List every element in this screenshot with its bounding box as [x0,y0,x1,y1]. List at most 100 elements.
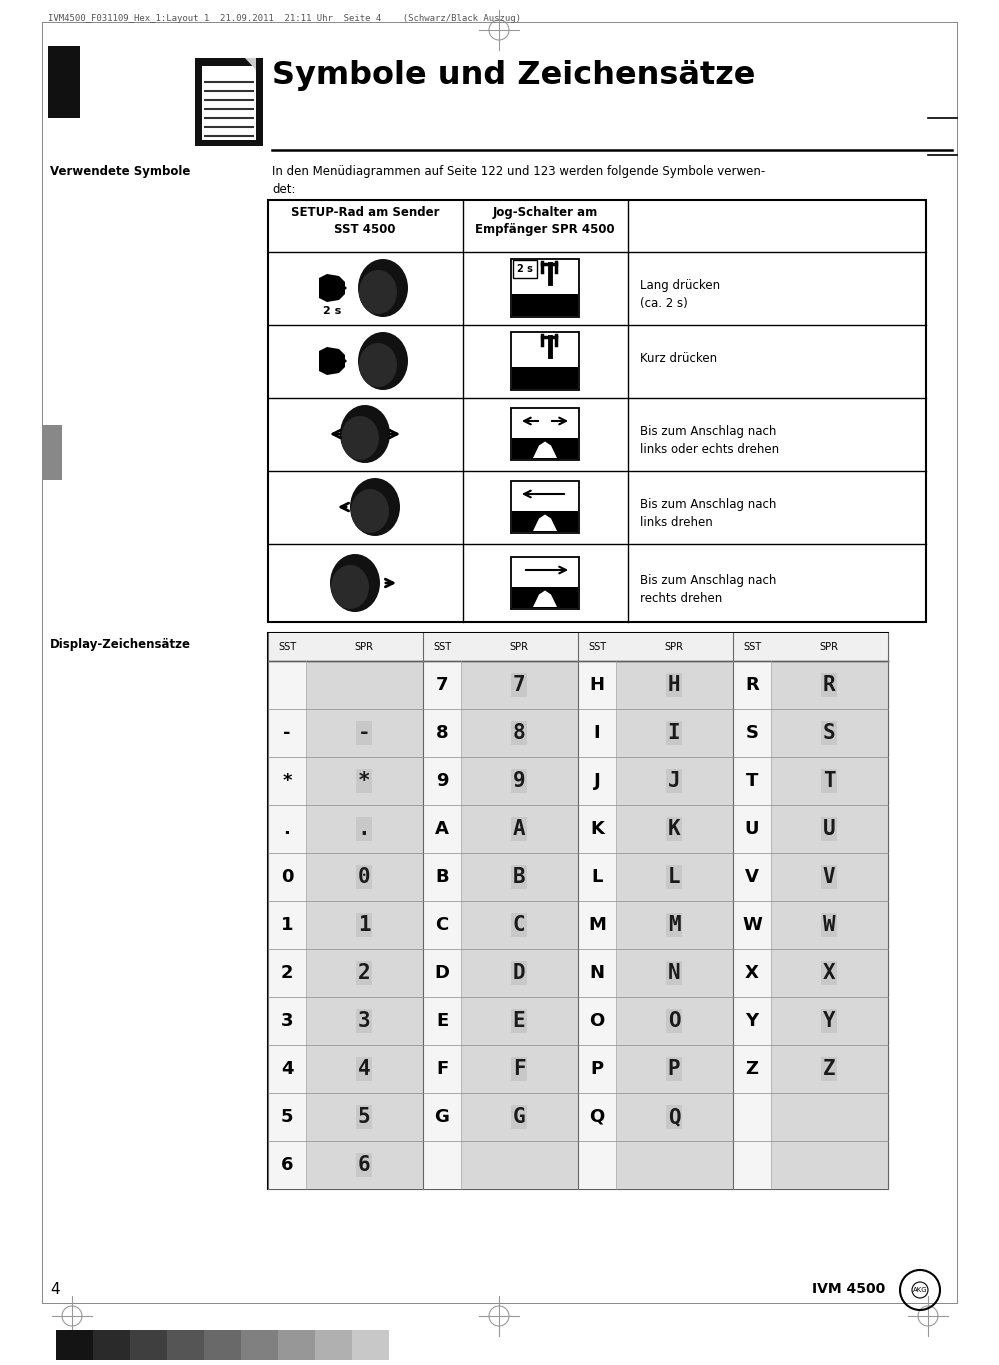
Bar [578,805,616,853]
Text: Y: Y [823,1011,835,1031]
Bar [306,853,423,901]
Bar [306,1093,423,1141]
Text: 0: 0 [281,868,294,886]
Text: Jog-Schalter am
Empfänger SPR 4500: Jog-Schalter am Empfänger SPR 4500 [476,206,614,236]
Text: 6: 6 [281,1156,294,1174]
Polygon shape [533,515,557,531]
Text: H: H [667,676,680,695]
Bar [268,996,306,1046]
Text: *: * [358,771,371,790]
Text: Lang drücken
(ca. 2 s): Lang drücken (ca. 2 s) [640,278,720,310]
Bar [461,805,578,853]
Text: .: . [358,819,371,839]
Bar [771,708,888,758]
Text: R: R [823,676,835,695]
Text: AKG: AKG [913,1287,927,1293]
Text: SPR: SPR [509,642,528,652]
Bar [202,66,256,141]
Bar [511,408,579,460]
Bar [423,996,461,1046]
Bar [268,1141,306,1189]
Bar [616,853,733,901]
Ellipse shape [340,405,390,463]
Text: W: W [742,916,762,934]
Bar [56,1330,93,1360]
Bar [578,758,616,805]
Text: 1: 1 [281,916,294,934]
Text: G: G [512,1107,525,1127]
Text: 7: 7 [512,676,525,695]
Text: X: X [823,962,835,983]
Text: SPR: SPR [355,642,374,652]
Bar [733,661,771,708]
Bar [268,758,306,805]
Bar [461,901,578,949]
Text: 1: 1 [358,915,371,935]
Bar [423,708,461,758]
Bar [513,259,537,278]
Text: Y: Y [745,1011,758,1031]
Bar [616,708,733,758]
Bar [48,46,80,117]
Text: G: G [435,1108,450,1126]
Text: J: J [667,771,680,790]
Text: 7: 7 [436,676,449,693]
Bar [241,1330,278,1360]
Bar [268,1093,306,1141]
Text: L: L [591,868,602,886]
Text: Q: Q [589,1108,604,1126]
Bar [771,1141,888,1189]
Polygon shape [533,441,557,459]
Bar [278,1330,315,1360]
Bar [268,633,888,1189]
Text: -: - [284,723,291,743]
Text: I: I [593,723,600,743]
Bar [461,1141,578,1189]
Bar [616,1046,733,1093]
Bar [771,1093,888,1141]
Text: W: W [823,915,835,935]
Text: Verwendete Symbole: Verwendete Symbole [50,165,191,177]
Ellipse shape [350,478,400,536]
Bar [616,805,733,853]
Bar [616,1093,733,1141]
Bar [306,805,423,853]
Text: In den Menüdiagrammen auf Seite 122 und 123 werden folgende Symbole verwen-
det:: In den Menüdiagrammen auf Seite 122 und … [272,165,765,197]
Text: R: R [745,676,759,693]
Bar [306,708,423,758]
Bar [167,1330,204,1360]
Bar [461,1093,578,1141]
Bar [268,901,306,949]
Bar [578,853,616,901]
Bar [578,1046,616,1093]
Bar [733,996,771,1046]
Text: X: X [745,964,759,981]
Polygon shape [319,274,345,302]
Text: 4: 4 [358,1059,371,1078]
Bar [771,805,888,853]
Bar [511,259,579,317]
Bar [511,332,579,390]
Text: SPR: SPR [664,642,683,652]
Bar [578,949,616,996]
Bar [306,1141,423,1189]
Text: SST: SST [588,642,606,652]
Text: SETUP-Rad am Sender
SST 4500: SETUP-Rad am Sender SST 4500 [291,206,440,236]
Text: Q: Q [667,1107,680,1127]
Text: H: H [589,676,604,693]
Bar [268,661,306,708]
Bar [771,661,888,708]
Bar [578,708,616,758]
Polygon shape [245,57,256,70]
Bar [268,1046,306,1093]
Bar [616,661,733,708]
Bar [461,949,578,996]
Bar [423,1141,461,1189]
Bar [771,996,888,1046]
Text: P: P [590,1061,603,1078]
Bar [306,758,423,805]
Text: O: O [589,1011,604,1031]
Text: C: C [436,916,449,934]
Text: *: * [283,773,292,790]
Text: F: F [436,1061,449,1078]
